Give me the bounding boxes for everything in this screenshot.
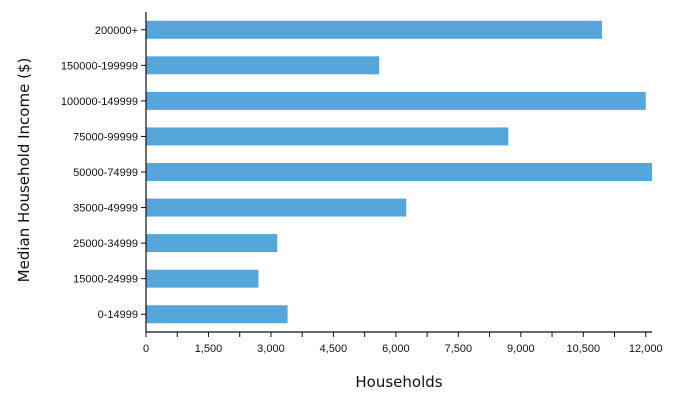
x-tick-label: 12,000 bbox=[629, 343, 663, 355]
x-tick-label: 10,500 bbox=[566, 343, 600, 355]
bar-25000-34999 bbox=[146, 234, 278, 253]
y-tick-label: 200000+ bbox=[95, 25, 138, 37]
y-tick-label: 100000-149999 bbox=[61, 96, 138, 108]
bars-group bbox=[146, 20, 652, 324]
y-axis-title: Median Household Income ($) bbox=[15, 58, 33, 283]
x-axis-ticks: 0 1,500 3,000 4,500 6,000 7,500 9,000 10,500 12,… bbox=[143, 332, 663, 355]
bar-35000-49999 bbox=[146, 198, 407, 217]
bar-0-14999 bbox=[146, 305, 288, 324]
x-tick-label: 3,000 bbox=[257, 343, 285, 355]
y-tick-label: 25000-34999 bbox=[73, 238, 138, 250]
y-tick-label: 35000-49999 bbox=[73, 203, 138, 215]
bar-50000-74999 bbox=[146, 163, 652, 181]
x-tick-label: 4,500 bbox=[320, 343, 348, 355]
bar-100000-149999 bbox=[146, 91, 646, 110]
y-axis-ticks: 0-14999 15000-24999 25000-34999 35000-49999… bbox=[61, 25, 146, 321]
x-tick-label: 6,000 bbox=[382, 343, 410, 355]
bar-150000-199999 bbox=[146, 56, 380, 75]
y-tick-label: 50000-74999 bbox=[73, 167, 138, 179]
y-tick-label: 75000-99999 bbox=[73, 131, 138, 143]
y-tick-label: 0-14999 bbox=[98, 309, 138, 321]
x-tick-label: 0 bbox=[143, 343, 149, 355]
x-tick-label: 9,000 bbox=[507, 343, 535, 355]
x-axis-title: Households bbox=[355, 373, 442, 391]
bar-15000-24999 bbox=[146, 269, 259, 288]
x-tick-label: 7,500 bbox=[445, 343, 473, 355]
bar-75000-99999 bbox=[146, 127, 509, 146]
y-tick-label: 150000-199999 bbox=[61, 60, 138, 72]
y-tick-label: 15000-24999 bbox=[73, 274, 138, 286]
x-tick-label: 1,500 bbox=[195, 343, 223, 355]
bar-200000+ bbox=[146, 20, 603, 39]
